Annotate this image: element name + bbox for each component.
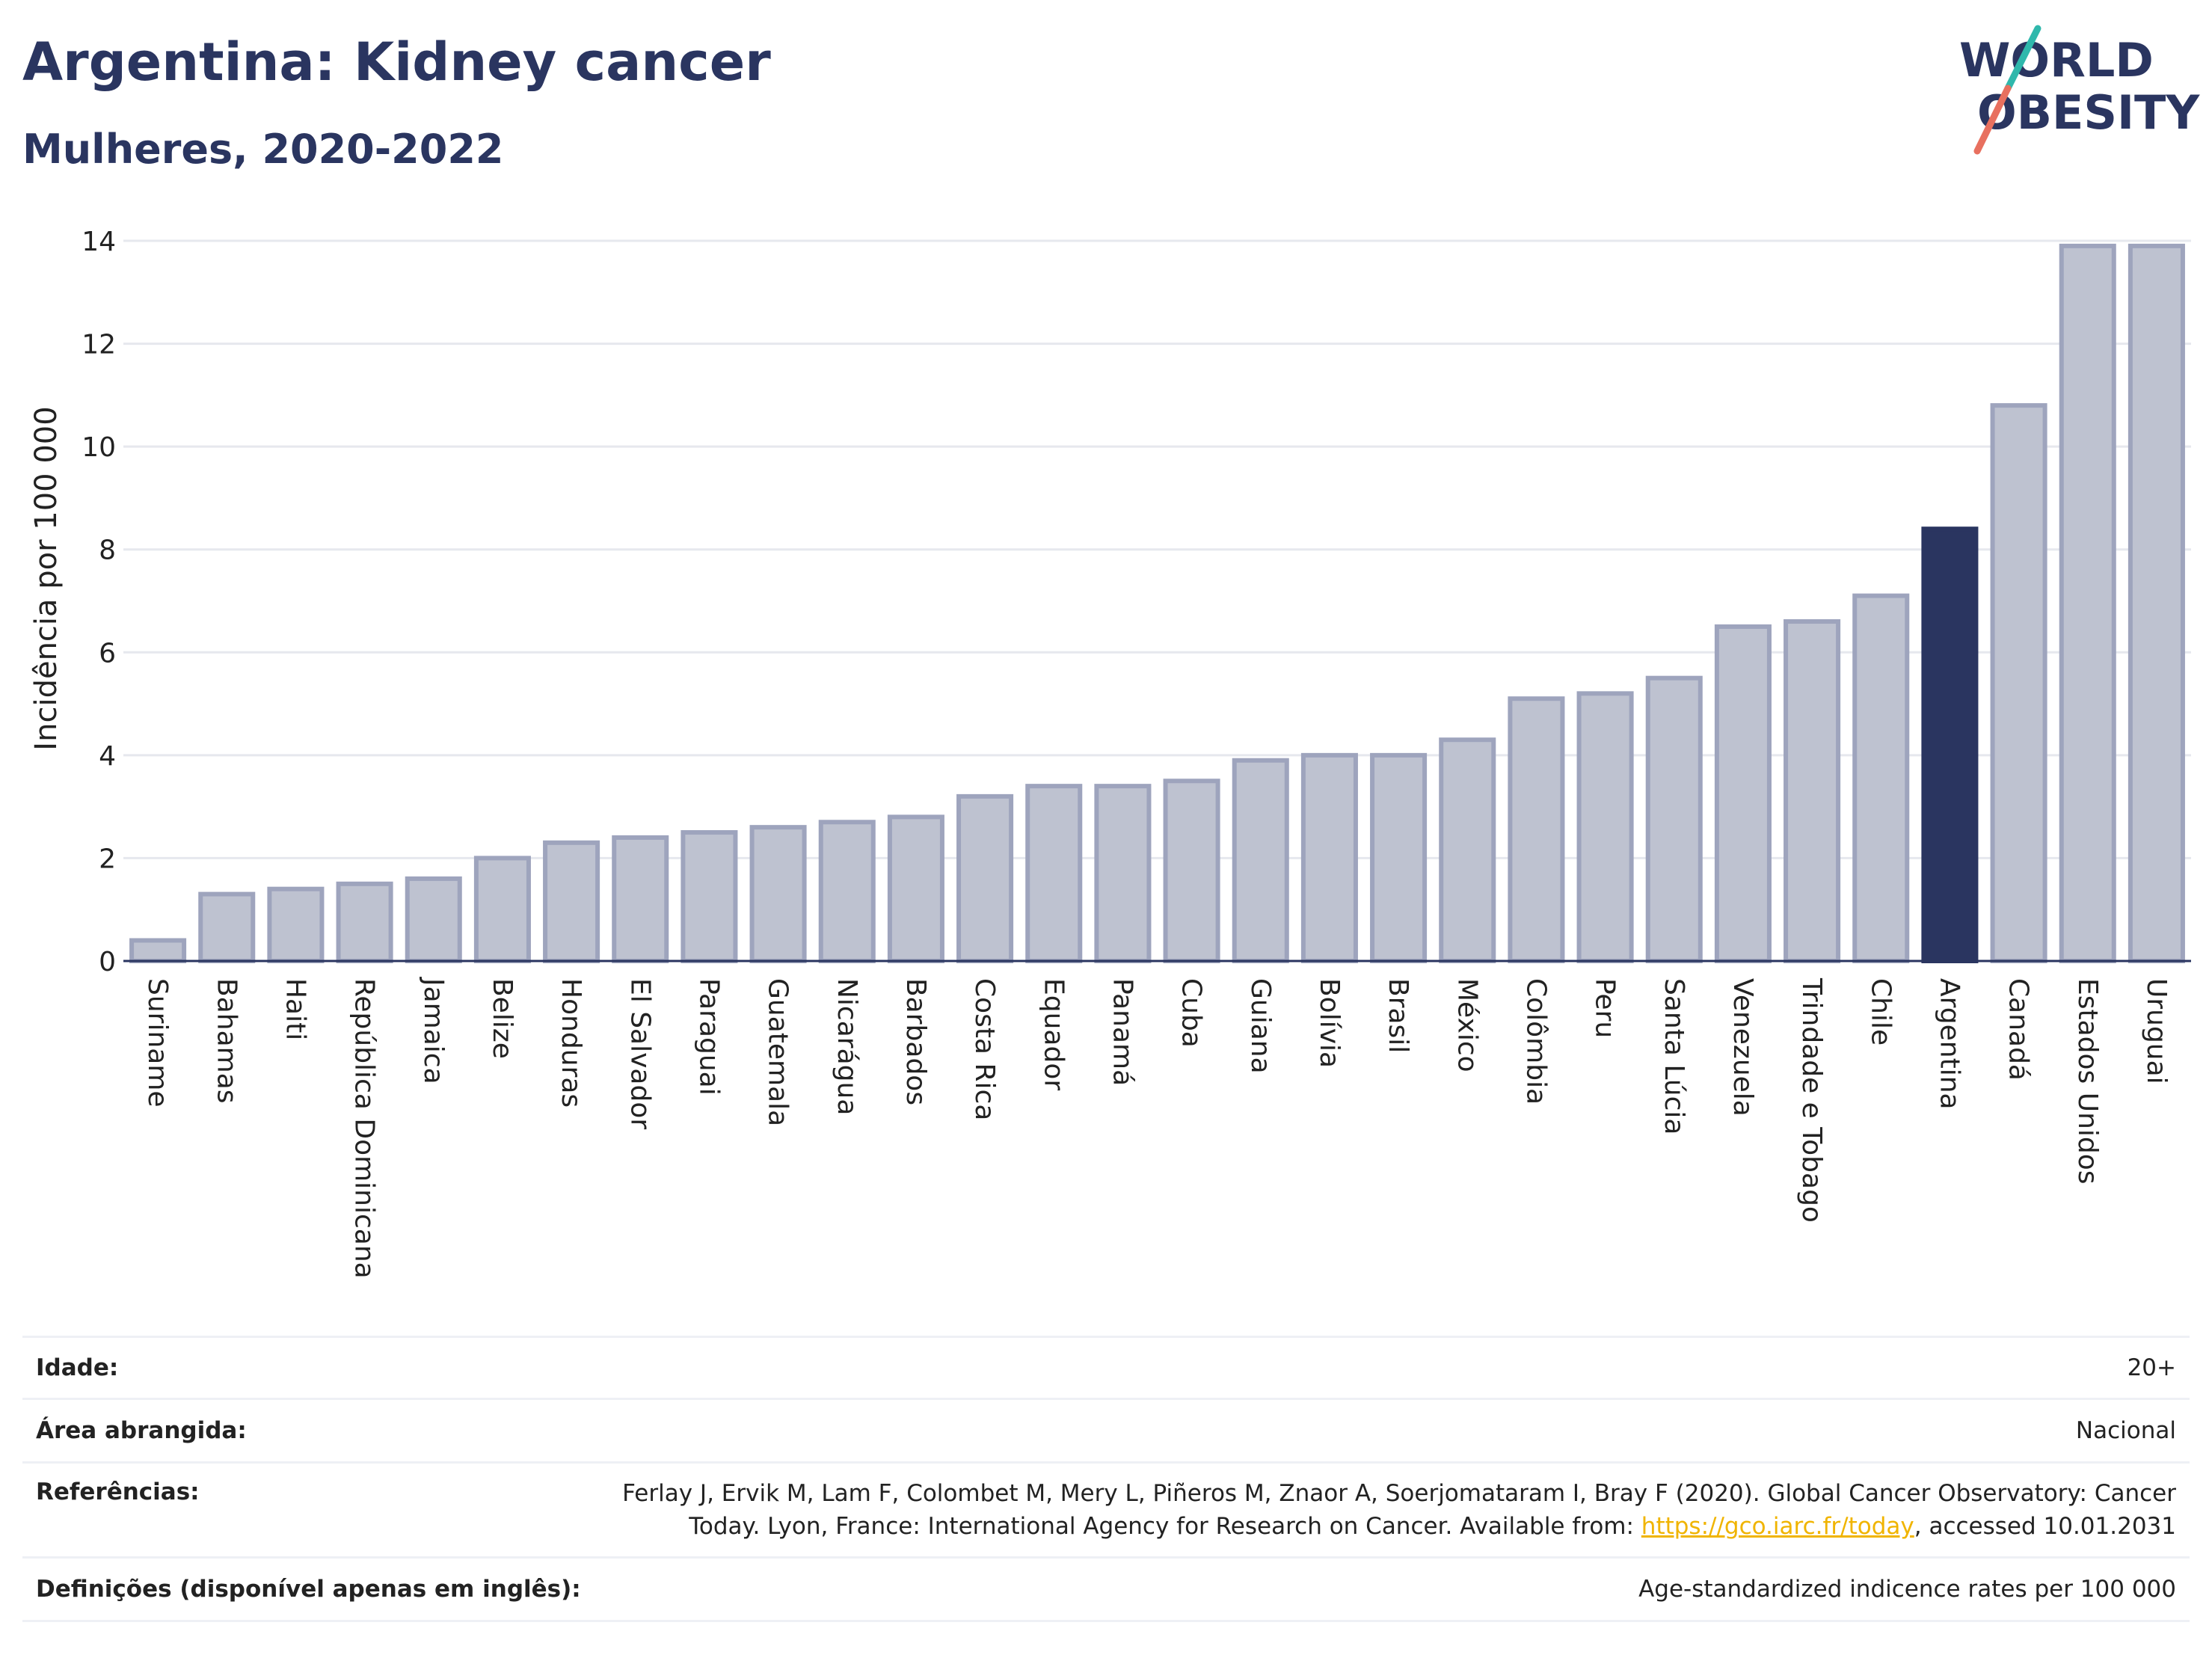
x-tick-label: Estados Unidos <box>2072 978 2103 1185</box>
y-tick-label: 0 <box>99 947 116 977</box>
x-tick-label: Santa Lúcia <box>1659 978 1689 1134</box>
bar-bahamas <box>198 891 256 964</box>
x-tick-label: Trindade e Tobago <box>1796 977 1827 1223</box>
bar-santa-lúcia <box>1645 675 1703 964</box>
x-tick-label: Uruguai <box>2141 978 2172 1084</box>
x-tick-label: Paraguai <box>693 978 724 1096</box>
bars <box>129 243 2185 964</box>
bar-república-dominicana <box>336 881 393 963</box>
references-label: Referências: <box>36 1479 200 1505</box>
x-tick-label: Brasil <box>1383 978 1413 1053</box>
area-label: Área abrangida: <box>36 1417 247 1444</box>
age-value: 20+ <box>2127 1354 2176 1381</box>
bar-costa-rica <box>956 793 1014 964</box>
y-tick-label: 2 <box>99 844 116 874</box>
area-value: Nacional <box>2075 1417 2176 1444</box>
y-tick-label: 6 <box>99 638 116 669</box>
logo-text-world: WORLD <box>1959 33 2154 87</box>
bar-méxico <box>1439 737 1496 963</box>
bar-trindade-e-tobago <box>1784 619 1841 963</box>
references-text-1: Ferlay J, Ervik M, Lam F, Colombet M, Me… <box>622 1480 2176 1507</box>
age-label: Idade: <box>36 1354 119 1381</box>
definitions-label: Definições (disponível apenas em inglês)… <box>36 1576 581 1603</box>
bar-brasil <box>1370 752 1428 963</box>
chart-subtitle: Mulheres, 2020-2022 <box>22 126 504 173</box>
x-tick-label: Peru <box>1590 978 1620 1038</box>
y-tick-label: 8 <box>99 535 116 566</box>
info-row-area: Área abrangida: Nacional <box>22 1398 2190 1461</box>
bar-belize <box>473 856 531 964</box>
x-tick-label: Suriname <box>142 978 173 1108</box>
y-axis-label: Incidência por 100 000 <box>29 406 64 750</box>
bar-el-salvador <box>612 835 669 964</box>
y-tick-label: 4 <box>99 741 116 772</box>
bar-venezuela <box>1714 624 1772 964</box>
bar-argentina <box>1921 526 1979 963</box>
bar-barbados <box>887 814 944 964</box>
bar-cuba <box>1163 779 1220 963</box>
references-link[interactable]: https://gco.iarc.fr/today <box>1641 1513 1914 1540</box>
bar-guiana <box>1232 758 1289 963</box>
x-tick-label: Haiti <box>280 978 310 1040</box>
x-tick-label: Belize <box>487 978 517 1059</box>
bar-haiti <box>267 886 325 963</box>
references-text-3: , accessed 10.01.2031 <box>1914 1513 2176 1540</box>
x-tick-label: Bahamas <box>211 978 242 1104</box>
x-tick-label: Guiana <box>1245 978 1276 1074</box>
x-tick-label: Barbados <box>900 978 931 1105</box>
y-tick-label: 12 <box>82 330 116 360</box>
info-row-definitions: Definições (disponível apenas em inglês)… <box>22 1556 2190 1622</box>
y-tick-label: 10 <box>82 432 116 463</box>
x-tick-label: Cuba <box>1176 978 1207 1048</box>
logo-slash-coral <box>1973 85 2012 155</box>
bar-chart: 0 2 4 6 8 10 12 14 Suriname Bahamas Haiti Repúblic… <box>29 227 2191 1279</box>
y-tick-labels: 0 2 4 6 8 10 12 14 <box>82 227 116 977</box>
bar-honduras <box>543 840 600 963</box>
x-tick-label: México <box>1451 978 1482 1072</box>
x-tick-label: Jamaica <box>418 977 449 1084</box>
info-table: Idade: 20+ Área abrangida: Nacional Refe… <box>22 1336 2190 1622</box>
bar-equador <box>1025 784 1083 963</box>
chart-title: Argentina: Kidney cancer <box>22 31 771 93</box>
bar-canadá <box>1990 403 2047 963</box>
x-tick-label: Venezuela <box>1727 978 1758 1117</box>
bar-panamá <box>1094 784 1152 963</box>
info-row-references: Referências: Ferlay J, Ervik M, Lam F, C… <box>22 1461 2190 1556</box>
bar-colômbia <box>1508 696 1565 963</box>
x-tick-label: Equador <box>1038 978 1069 1090</box>
y-tick-label: 14 <box>82 227 116 257</box>
references-text-2: Today. Lyon, France: International Agenc… <box>689 1513 1641 1540</box>
logo-slash-teal <box>2004 25 2042 92</box>
x-tick-label: Guatemala <box>763 978 793 1126</box>
bar-uruguai <box>2127 243 2185 963</box>
x-tick-label: Nicarágua <box>832 978 862 1115</box>
bar-paraguai <box>681 830 738 964</box>
references-value: Ferlay J, Ervik M, Lam F, Colombet M, Me… <box>622 1477 2190 1543</box>
bar-estados-unidos <box>2059 243 2116 963</box>
logo-text-obesity: OBESITY <box>1977 85 2200 140</box>
definitions-value: Age-standardized indicence rates per 100… <box>1638 1576 2176 1603</box>
bar-peru <box>1576 691 1634 963</box>
x-tick-label: Argentina <box>1934 978 1964 1110</box>
x-tick-label: Honduras <box>556 978 586 1108</box>
bar-nicarágua <box>818 820 876 963</box>
x-tick-labels: Suriname Bahamas Haiti República Dominicana… <box>142 977 2172 1279</box>
world-obesity-logo: WORLD OBESITY <box>1959 25 2200 155</box>
x-tick-label: Chile <box>1865 978 1896 1045</box>
x-tick-label: Bolívia <box>1314 978 1345 1068</box>
x-tick-label: Panamá <box>1107 978 1137 1086</box>
x-tick-label: Colômbia <box>1520 978 1551 1105</box>
bar-suriname <box>129 938 187 964</box>
x-tick-label: Costa Rica <box>969 978 1000 1120</box>
x-tick-label: Canadá <box>2003 978 2034 1081</box>
bar-guatemala <box>749 825 807 963</box>
x-tick-label: República Dominicana <box>349 978 380 1279</box>
info-row-age: Idade: 20+ <box>22 1336 2190 1398</box>
bar-chile <box>1852 593 1910 963</box>
bar-jamaica <box>405 876 462 964</box>
x-tick-label: El Salvador <box>624 978 655 1129</box>
bar-bolívia <box>1300 752 1358 963</box>
